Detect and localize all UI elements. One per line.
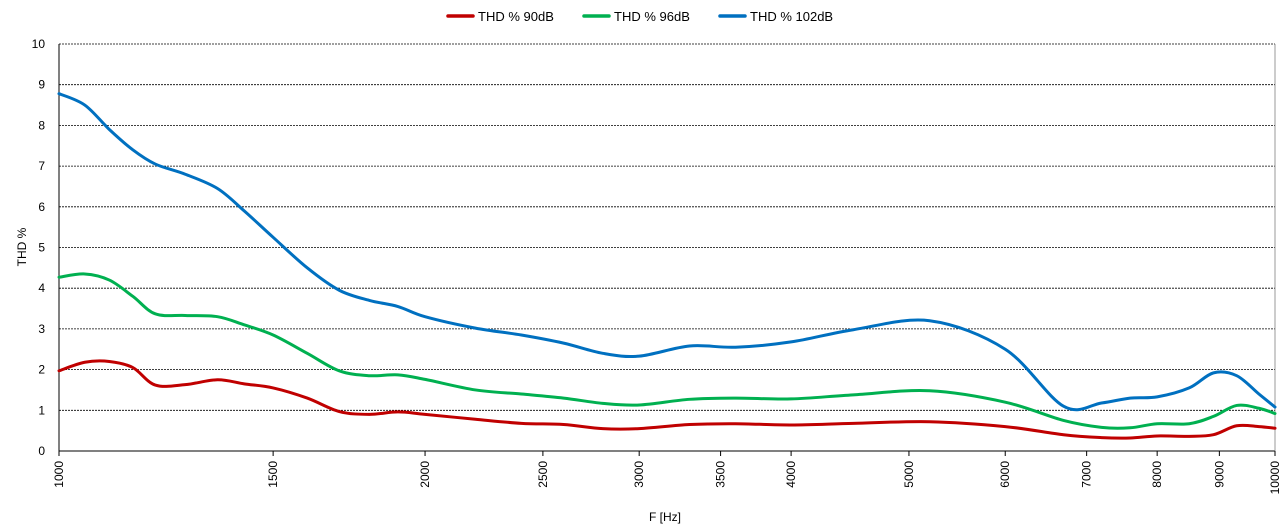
x-tick-label: 1000 [52, 461, 66, 488]
y-tick-label: 6 [38, 200, 45, 214]
y-tick-label: 8 [38, 118, 45, 132]
y-tick-label: 1 [38, 403, 45, 417]
axes: 0 1 2 3 4 5 6 7 8 9 10 1000 1500 2000 2500 3000 3500 4000… [32, 37, 1282, 494]
legend-label: THD % 90dB [478, 9, 554, 24]
y-tick-label: 0 [38, 444, 45, 458]
x-tick-label: 4000 [784, 461, 798, 488]
series-line-2 [57, 272, 1277, 430]
x-tick-label: 1500 [266, 461, 280, 488]
x-tick-label: 8000 [1150, 461, 1164, 488]
y-tick-label: 2 [38, 363, 45, 377]
x-tick-label: 7000 [1080, 461, 1094, 488]
x-axis-title: F [Hz] [649, 510, 681, 524]
x-tick-label: 9000 [1212, 461, 1226, 488]
legend-label: THD % 96dB [614, 9, 690, 24]
x-tick-label: 2500 [536, 461, 550, 488]
y-tick-label: 10 [32, 37, 46, 51]
x-tick-label: 6000 [998, 461, 1012, 488]
x-tick-label: 2000 [418, 461, 432, 488]
series-line-3 [57, 92, 1277, 412]
x-tick-label: 10000 [1268, 461, 1282, 495]
series-line-1 [57, 359, 1277, 440]
y-tick-label: 5 [38, 241, 45, 255]
y-axis-title: THD % [15, 227, 29, 266]
y-tick-label: 9 [38, 78, 45, 92]
y-tick-label: 3 [38, 322, 45, 336]
series-lines [57, 92, 1277, 440]
x-tick-label: 3000 [632, 461, 646, 488]
x-tick-label: 3500 [714, 461, 728, 488]
grid [59, 43, 1275, 411]
y-tick-label: 4 [38, 281, 45, 295]
y-tick-label: 7 [38, 159, 45, 173]
x-tick-label: 5000 [902, 461, 916, 488]
legend-label: THD % 102dB [750, 9, 833, 24]
legend: THD % 90dB THD % 96dB THD % 102dB [446, 9, 833, 24]
